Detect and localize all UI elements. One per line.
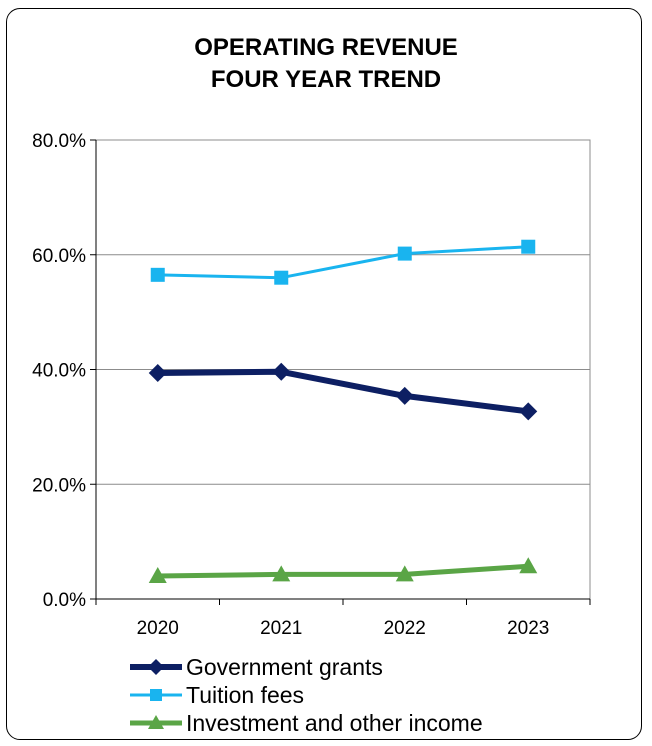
data-point <box>274 270 289 285</box>
legend-item-tuition-fees: Tuition fees <box>128 681 483 709</box>
y-tick-label: 60.0% <box>32 246 86 267</box>
series-line <box>157 245 529 280</box>
data-point <box>395 565 414 582</box>
legend-swatch-investment-income <box>130 715 182 729</box>
series-group <box>148 239 538 584</box>
data-point <box>519 402 538 421</box>
x-tick-label: 2021 <box>260 618 302 639</box>
series-2 <box>148 557 538 584</box>
chart-title-line-1: OPERATING REVENUE <box>194 34 458 61</box>
y-tick-label: 0.0% <box>43 590 86 611</box>
chart-title-line-2: FOUR YEAR TREND <box>210 66 442 93</box>
data-point <box>148 363 167 382</box>
legend-label-government-grants: Government grants <box>186 653 383 680</box>
chart-frame <box>6 8 642 740</box>
data-point <box>272 565 291 582</box>
data-point <box>395 386 414 405</box>
legend: Government grants Tuition fees Investmen… <box>128 653 483 737</box>
series-0 <box>148 362 538 421</box>
data-point <box>519 557 538 574</box>
series-line <box>157 563 529 579</box>
legend-item-investment-income: Investment and other income <box>128 709 483 737</box>
legend-swatch-tuition-fees <box>130 689 182 701</box>
x-tick-label: 2023 <box>507 618 549 639</box>
legend-swatch-government-grants <box>130 659 182 675</box>
axes <box>90 139 591 605</box>
data-point <box>148 567 167 584</box>
data-point <box>150 267 165 282</box>
chart-title: OPERATING REVENUE FOUR YEAR TREND <box>0 32 652 96</box>
y-tick-label: 80.0% <box>32 131 86 152</box>
legend-label-tuition-fees: Tuition fees <box>186 681 305 708</box>
legend-label-investment-income: Investment and other income <box>186 709 483 736</box>
x-tick-label: 2022 <box>384 618 426 639</box>
gridlines <box>95 139 591 600</box>
x-tick-labels: 2020 2021 2022 2023 <box>137 618 550 639</box>
x-tick-label: 2020 <box>137 618 179 639</box>
legend-item-government-grants: Government grants <box>128 653 483 681</box>
series-1 <box>150 239 536 285</box>
data-point <box>272 362 291 381</box>
y-tick-labels: 0.0% 20.0% 40.0% 60.0% 80.0% <box>32 131 86 611</box>
y-tick-label: 40.0% <box>32 361 86 382</box>
y-tick-label: 20.0% <box>32 475 86 496</box>
data-point <box>397 246 412 261</box>
data-point <box>521 239 536 254</box>
series-line <box>157 368 529 415</box>
